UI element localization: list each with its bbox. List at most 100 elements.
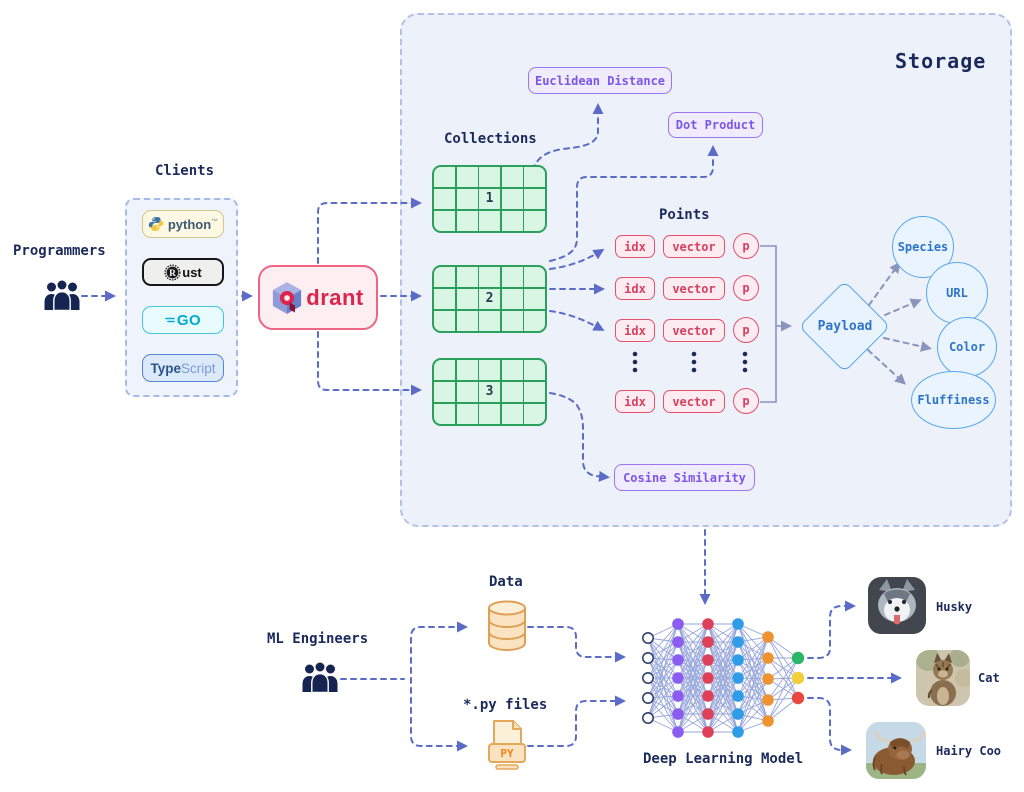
nn-edge — [677, 677, 709, 733]
nn-edge — [677, 713, 709, 733]
nn-edge — [677, 623, 709, 733]
nn-edge — [707, 641, 739, 697]
nn-node — [641, 711, 654, 724]
husky-label: Husky — [936, 600, 973, 614]
idx-box: idx — [615, 319, 655, 342]
nn-node — [702, 636, 714, 648]
nn-edge — [737, 659, 769, 701]
nn-edge — [737, 657, 769, 697]
table-cell — [524, 403, 545, 424]
output-hairy-coo-image — [866, 722, 926, 779]
nn-node — [791, 691, 805, 705]
table-cell — [501, 381, 523, 403]
nn-edge — [737, 677, 769, 701]
nn-edge — [737, 677, 769, 680]
nn-edge — [677, 641, 709, 697]
nn-edge — [737, 678, 769, 733]
nn-edge — [647, 657, 679, 697]
nn-edge — [707, 677, 739, 715]
nn-edge — [737, 678, 769, 697]
nn-edge — [677, 623, 709, 661]
nn-node — [732, 726, 744, 738]
nn-edge — [677, 659, 709, 733]
nn-edge — [767, 657, 799, 699]
collection-table-3: 3 — [432, 358, 547, 426]
nn-node — [702, 726, 714, 738]
python-icon — [148, 216, 164, 232]
nn-edge — [677, 641, 709, 697]
nn-node — [702, 654, 714, 666]
nn-edge — [647, 637, 679, 715]
nn-edge — [677, 641, 709, 733]
table-cell — [456, 310, 478, 331]
nn-edge — [647, 637, 679, 661]
py-badge-text: PY — [500, 747, 514, 760]
nn-edge — [647, 657, 679, 715]
nn-edge — [647, 659, 679, 679]
nn-node — [762, 715, 774, 727]
table-cell: 2 — [479, 288, 500, 310]
collection-table-1: 1 — [432, 165, 547, 233]
qdrant-label: drant — [306, 284, 364, 310]
nn-node — [762, 673, 774, 685]
nn-edge — [737, 636, 769, 679]
attribute-circle-url: URL — [926, 262, 988, 324]
table-cell — [524, 267, 545, 288]
rust-label: ust — [182, 264, 202, 280]
svg-text:R: R — [169, 268, 176, 278]
nn-edge — [767, 657, 799, 679]
cat-label: Cat — [978, 671, 1000, 685]
nn-edge — [647, 713, 679, 719]
nn-edge — [737, 623, 769, 701]
nn-edge — [767, 636, 799, 699]
nn-edge — [647, 697, 679, 733]
arrow-data-model — [527, 626, 626, 663]
nn-node — [702, 708, 714, 720]
nn-edge — [677, 695, 709, 733]
table-cell — [456, 267, 478, 288]
nn-node — [732, 636, 744, 648]
nn-edge — [707, 659, 739, 715]
nn-node — [672, 636, 684, 648]
nn-edge — [677, 641, 709, 661]
nn-edge — [647, 637, 679, 733]
table-cell — [456, 360, 478, 381]
nn-edge — [707, 623, 739, 733]
nn-edge — [707, 659, 739, 697]
nn-edge — [707, 623, 739, 679]
table-cell: 3 — [479, 381, 500, 403]
nn-edge — [677, 659, 709, 733]
table-cell — [524, 167, 545, 188]
nn-node — [641, 631, 654, 644]
py-file-icon: PY — [487, 719, 527, 771]
points-label: Points — [659, 207, 710, 223]
nn-edge — [677, 623, 709, 661]
nn-edge — [707, 641, 739, 679]
nn-edge — [737, 636, 769, 661]
nn-edge — [737, 623, 769, 638]
nn-edge — [737, 713, 769, 722]
clients-label: Clients — [155, 163, 215, 179]
table-cell — [434, 167, 455, 188]
nn-edge — [647, 623, 679, 659]
neural-network — [641, 618, 805, 738]
nn-edge — [737, 720, 769, 733]
storage-title: Storage — [895, 49, 987, 73]
nn-edge — [647, 677, 679, 733]
nn-edge — [707, 641, 739, 733]
nn-edge — [707, 695, 739, 733]
nn-node — [762, 652, 774, 664]
arrow-split-data-py — [410, 621, 468, 752]
nn-edge — [677, 641, 709, 679]
nn-edge — [647, 641, 679, 699]
idx-box: idx — [615, 390, 655, 413]
nn-edge — [677, 623, 709, 733]
nn-edge — [677, 659, 709, 697]
nn-node — [702, 672, 714, 684]
nn-edge — [737, 695, 769, 722]
ml-engineers-label: ML Engineers — [267, 631, 369, 647]
nn-edge — [647, 641, 679, 719]
nn-edge — [707, 641, 739, 715]
nn-node — [641, 651, 654, 664]
nn-edge — [647, 623, 679, 679]
